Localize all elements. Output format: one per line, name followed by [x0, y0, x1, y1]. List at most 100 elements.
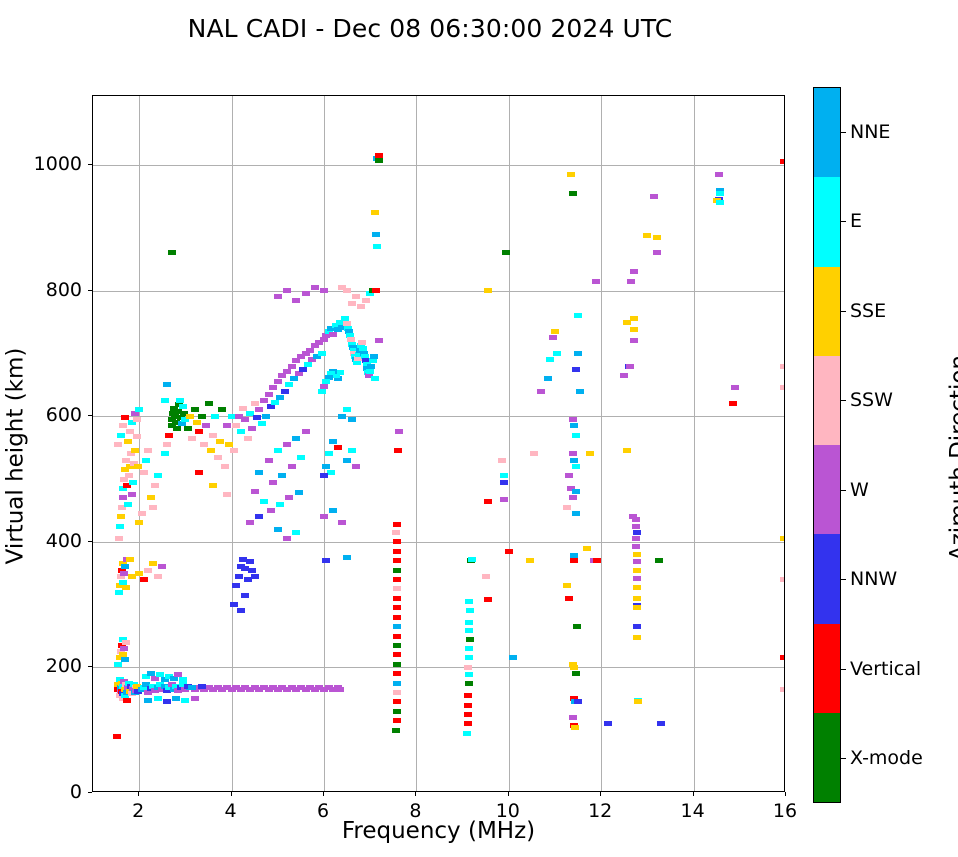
data-point — [349, 347, 358, 353]
data-point — [324, 451, 333, 457]
data-point — [375, 338, 384, 344]
data-point — [241, 565, 250, 571]
data-point — [283, 686, 292, 692]
data-point — [564, 473, 573, 479]
colorbar-tick-mark — [841, 668, 846, 670]
data-point — [120, 570, 129, 576]
data-point — [236, 686, 245, 692]
colorbar-segment-e — [814, 177, 840, 267]
colorbar-segment-sse — [814, 266, 840, 356]
y-tick-mark — [88, 415, 92, 417]
data-point — [633, 624, 642, 630]
data-point — [329, 438, 338, 444]
data-point — [116, 514, 125, 520]
data-point — [301, 686, 310, 692]
data-point — [234, 413, 243, 419]
data-point — [255, 686, 264, 692]
data-point — [162, 382, 171, 388]
data-point — [329, 686, 338, 692]
data-point — [465, 655, 474, 661]
data-point — [125, 429, 134, 435]
data-point — [329, 332, 338, 338]
data-point — [283, 368, 292, 374]
data-point — [128, 573, 137, 579]
data-point — [273, 526, 282, 532]
data-point — [172, 420, 181, 426]
colorbar — [813, 87, 841, 803]
data-point — [273, 686, 282, 692]
data-point — [287, 463, 296, 469]
data-point — [162, 699, 171, 705]
data-point — [123, 438, 132, 444]
x-tick-label: 16 — [772, 800, 798, 822]
data-point — [139, 470, 148, 476]
data-point — [246, 410, 255, 416]
data-point — [393, 448, 402, 454]
data-point — [239, 406, 248, 412]
data-point — [153, 573, 162, 579]
data-point — [266, 507, 275, 513]
y-tick-mark — [88, 164, 92, 166]
colorbar-tick-mark — [841, 310, 846, 312]
data-point — [303, 362, 312, 368]
data-point — [622, 448, 631, 454]
x-tick-mark — [785, 792, 786, 796]
data-point — [186, 413, 195, 419]
data-point — [537, 388, 546, 394]
data-point — [174, 402, 183, 408]
data-point — [591, 278, 600, 284]
data-point — [317, 388, 326, 394]
data-point — [322, 333, 331, 339]
data-point — [271, 399, 280, 405]
data-point — [146, 495, 155, 501]
data-point — [283, 536, 292, 542]
data-point — [570, 664, 579, 670]
data-point — [158, 564, 167, 570]
data-point — [338, 413, 347, 419]
data-point — [119, 423, 128, 429]
data-point — [571, 511, 580, 517]
data-point — [162, 688, 171, 694]
data-point — [195, 470, 204, 476]
data-point — [331, 372, 340, 378]
data-point — [180, 410, 189, 416]
gridline-horizontal — [93, 416, 784, 418]
data-point — [357, 339, 366, 345]
data-point — [310, 686, 319, 692]
data-point — [285, 382, 294, 388]
data-point — [125, 556, 134, 562]
data-point — [130, 410, 139, 416]
data-point — [128, 420, 137, 426]
data-point — [144, 448, 153, 454]
data-point — [313, 354, 322, 360]
data-point — [779, 363, 784, 369]
data-point — [174, 408, 182, 414]
data-point — [392, 577, 401, 582]
data-point — [172, 683, 181, 689]
colorbar-label-ssw: SSW — [850, 389, 893, 412]
data-point — [371, 231, 380, 237]
data-point — [371, 288, 380, 294]
data-point — [365, 372, 374, 378]
data-point — [625, 363, 634, 369]
data-point — [583, 545, 592, 551]
data-point — [322, 463, 331, 469]
data-point — [569, 661, 578, 667]
data-point — [652, 234, 661, 240]
data-point — [299, 366, 308, 372]
data-point — [289, 376, 298, 382]
data-point — [292, 297, 301, 303]
colorbar-tick-mark — [841, 400, 846, 402]
data-point — [204, 685, 213, 690]
data-point — [392, 567, 401, 573]
data-point — [171, 413, 180, 419]
data-point — [553, 350, 562, 356]
x-tick-mark — [323, 792, 324, 796]
data-point — [165, 685, 174, 690]
data-point — [158, 686, 167, 692]
data-point — [345, 333, 354, 339]
colorbar-label-nnw: NNW — [850, 568, 898, 591]
data-point — [367, 363, 376, 369]
data-point — [149, 561, 158, 567]
data-point — [336, 369, 345, 375]
